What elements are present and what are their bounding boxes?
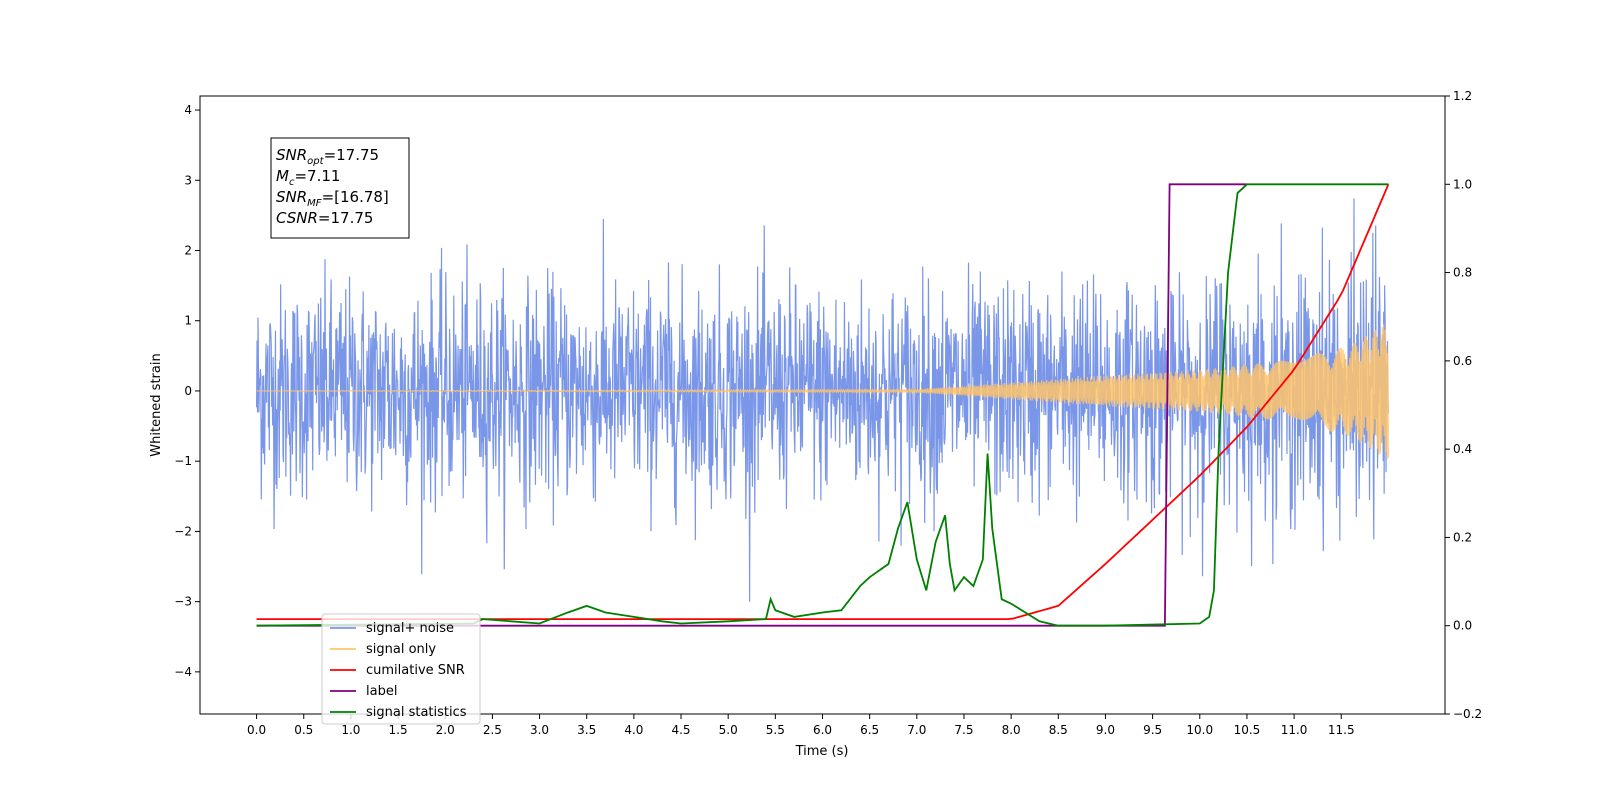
x-tick-label: 11.0: [1281, 723, 1308, 737]
legend-frame: [321, 613, 481, 725]
y-tick-label: 0: [184, 384, 192, 398]
x-tick-label: 8.0: [1002, 723, 1021, 737]
x-tick-label: 4.0: [624, 723, 643, 737]
x-tick-label: 9.0: [1096, 723, 1115, 737]
x-tick-label: 1.0: [341, 723, 360, 737]
x-tick-label: 3.0: [530, 723, 549, 737]
y-axis-right: 1.2 1.0 0.8 0.6 0.4 0.2 0.0 −0.2: [1445, 89, 1482, 721]
y-tick-label: 2: [184, 244, 192, 258]
y-tick-label: −4: [174, 665, 192, 679]
y2-tick-label: 1.2: [1453, 89, 1472, 103]
x-tick-label: 5.5: [766, 723, 785, 737]
y2-tick-label: 0.6: [1453, 354, 1472, 368]
annotation-line: Mc=7.11: [276, 167, 340, 188]
x-tick-label: 0.0: [247, 723, 266, 737]
x-tick-label: 11.5: [1328, 723, 1355, 737]
y-tick-label: 1: [184, 314, 192, 328]
x-tick-label: 3.5: [577, 723, 596, 737]
y-axis-left: 4 3 2 1 0 −1 −2 −3 −4: [174, 103, 200, 679]
y-tick-label: −3: [174, 595, 192, 609]
y2-tick-label: 0.8: [1453, 266, 1472, 280]
y2-tick-label: 1.0: [1453, 177, 1472, 191]
legend: signal+ noise signal only cumilative SNR la…: [321, 613, 481, 725]
series-signal-noise: [255, 198, 1390, 602]
x-tick-label: 0.5: [294, 723, 313, 737]
y-tick-label: 4: [184, 103, 192, 117]
annotation-line: SNRopt=17.75: [276, 146, 379, 167]
legend-label: cumilative SNR: [366, 663, 465, 678]
x-tick-label: 1.5: [389, 723, 408, 737]
x-tick-label: 10.0: [1186, 723, 1213, 737]
x-tick-label: 2.5: [483, 723, 502, 737]
x-axis-label: Time (s): [795, 744, 849, 759]
x-tick-label: 7.0: [907, 723, 926, 737]
legend-label: label: [366, 684, 397, 699]
x-tick-label: 9.5: [1143, 723, 1162, 737]
legend-label: signal+ noise: [366, 621, 454, 636]
legend-label: signal only: [366, 642, 436, 657]
legend-label: signal statistics: [366, 705, 467, 720]
x-tick-label: 2.0: [436, 723, 455, 737]
y2-tick-label: −0.2: [1453, 707, 1482, 721]
y-tick-label: 3: [184, 173, 192, 187]
y2-tick-label: 0.2: [1453, 530, 1472, 544]
y-axis-label: Whitened strain: [149, 353, 164, 456]
y2-tick-label: 0.0: [1453, 619, 1472, 633]
annotation-frame: [270, 137, 410, 239]
series-signal-statistics: [256, 183, 1389, 627]
x-tick-label: 6.5: [860, 723, 879, 737]
annotation-line: CSNR=17.75: [276, 209, 373, 227]
x-tick-label: 10.5: [1234, 723, 1261, 737]
y-tick-label: −1: [174, 454, 192, 468]
x-tick-label: 7.5: [954, 723, 973, 737]
x-tick-label: 8.5: [1049, 723, 1068, 737]
x-axis: 0.0 0.5 1.0 1.5 2.0 2.5 3.0 3.5 4.0 4.5 5.0 5.5 6.0 6…: [247, 714, 1355, 737]
x-tick-label: 5.0: [719, 723, 738, 737]
series-label: [256, 183, 1247, 627]
y2-tick-label: 0.4: [1453, 442, 1472, 456]
stats-annotation-box: SNRopt=17.75Mc=7.11SNRMF=[16.78]CSNR=17.…: [270, 137, 410, 239]
annotation-line: SNRMF=[16.78]: [276, 188, 389, 209]
y-tick-label: −2: [174, 524, 192, 538]
x-tick-label: 6.0: [813, 723, 832, 737]
x-tick-label: 4.5: [671, 723, 690, 737]
series-signal-only: [256, 324, 1390, 461]
